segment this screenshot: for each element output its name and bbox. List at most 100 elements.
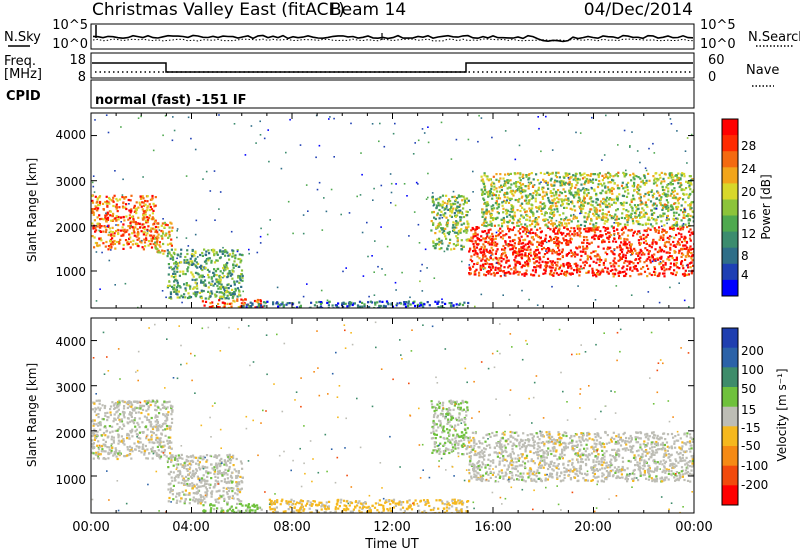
power-cell (576, 264, 579, 267)
power-cell (655, 204, 658, 207)
power-cell (200, 279, 203, 282)
power-cell (240, 305, 243, 308)
power-scatter (427, 172, 429, 175)
power-cell (460, 223, 463, 226)
power-cell (608, 181, 612, 184)
power-cell (645, 235, 648, 238)
power-scatter (474, 305, 476, 308)
freq-panel-frame (90, 52, 695, 79)
velocity-cell (112, 420, 115, 423)
power-cell (522, 190, 525, 193)
power-cell (213, 273, 216, 276)
power-cell (582, 203, 585, 206)
power-cell (645, 242, 648, 245)
power-cell (146, 232, 149, 235)
power-cell (455, 231, 458, 234)
velocity-cell (216, 480, 219, 483)
power-cell (91, 208, 94, 211)
velocity-cell (157, 437, 160, 440)
power-cell (337, 302, 340, 305)
power-cell (570, 175, 573, 178)
velocity-cell (104, 412, 107, 415)
power-cell (150, 237, 153, 240)
power-cell (192, 262, 195, 265)
power-cell (638, 241, 641, 245)
power-cell (565, 198, 568, 201)
power-scatter (91, 181, 94, 184)
power-cell (497, 205, 500, 209)
power-cell (618, 245, 622, 249)
power-cell (494, 194, 497, 197)
power-cell (506, 209, 510, 212)
power-cell (146, 195, 149, 198)
power-cell (192, 292, 195, 295)
power-cell (141, 208, 144, 211)
power-cell (150, 198, 154, 201)
power-cell (531, 269, 535, 272)
power-cell (207, 297, 210, 300)
power-cell (681, 172, 684, 175)
power-cell (219, 278, 222, 282)
power-cell (554, 205, 557, 208)
power-cell (663, 272, 666, 275)
power-cell (650, 209, 653, 212)
velocity-cell (155, 409, 158, 412)
power-cell (649, 228, 652, 231)
power-cell (409, 303, 412, 306)
power-cell (439, 241, 442, 244)
power-cell (598, 258, 602, 261)
power-cell (524, 261, 527, 264)
power-cell (526, 255, 530, 258)
velocity-cell (162, 445, 165, 448)
power-cell (118, 206, 121, 209)
power-cell (591, 227, 594, 230)
power-cell (456, 210, 459, 213)
velocity-cell (122, 439, 125, 442)
velocity-cell (161, 425, 164, 428)
power-cell (148, 203, 151, 206)
power-cell (515, 254, 518, 258)
power-cell (113, 232, 116, 235)
power-cell (554, 269, 557, 272)
power-cell (680, 204, 683, 207)
power-cell (488, 223, 491, 226)
power-cell (599, 271, 602, 274)
power-cell (618, 253, 621, 256)
power-cell (586, 218, 589, 221)
power-cell (93, 236, 96, 239)
power-cell (582, 195, 586, 198)
power-cell (441, 203, 445, 206)
power-cell (586, 238, 589, 242)
power-cell (208, 252, 211, 255)
power-cell (616, 246, 619, 249)
power-cell (117, 218, 120, 221)
power-cell (579, 231, 582, 234)
power-cell (682, 267, 685, 270)
power-cell (612, 263, 615, 266)
power-cell (529, 248, 532, 251)
power-cell (238, 290, 241, 293)
power-cell (525, 227, 528, 230)
power-cell (227, 297, 230, 300)
power-cell (587, 181, 590, 184)
power-scatter (328, 118, 330, 120)
power-cell (553, 228, 556, 231)
power-cell (548, 207, 551, 210)
power-cell (494, 241, 497, 244)
power-cell (441, 206, 444, 209)
power-cell (558, 194, 561, 197)
power-cell (102, 208, 105, 211)
power-cell (689, 188, 692, 191)
power-cell (187, 284, 191, 287)
power-cell (673, 244, 676, 247)
power-cell (240, 285, 243, 288)
power-cell (195, 265, 198, 268)
power-cell (499, 275, 502, 278)
power-cell (595, 201, 598, 204)
power-cell (615, 195, 619, 198)
power-cell (142, 201, 145, 204)
power-scatter (114, 170, 116, 172)
power-cell (205, 262, 208, 265)
velocity-cell (227, 469, 230, 472)
power-cell (512, 272, 515, 275)
